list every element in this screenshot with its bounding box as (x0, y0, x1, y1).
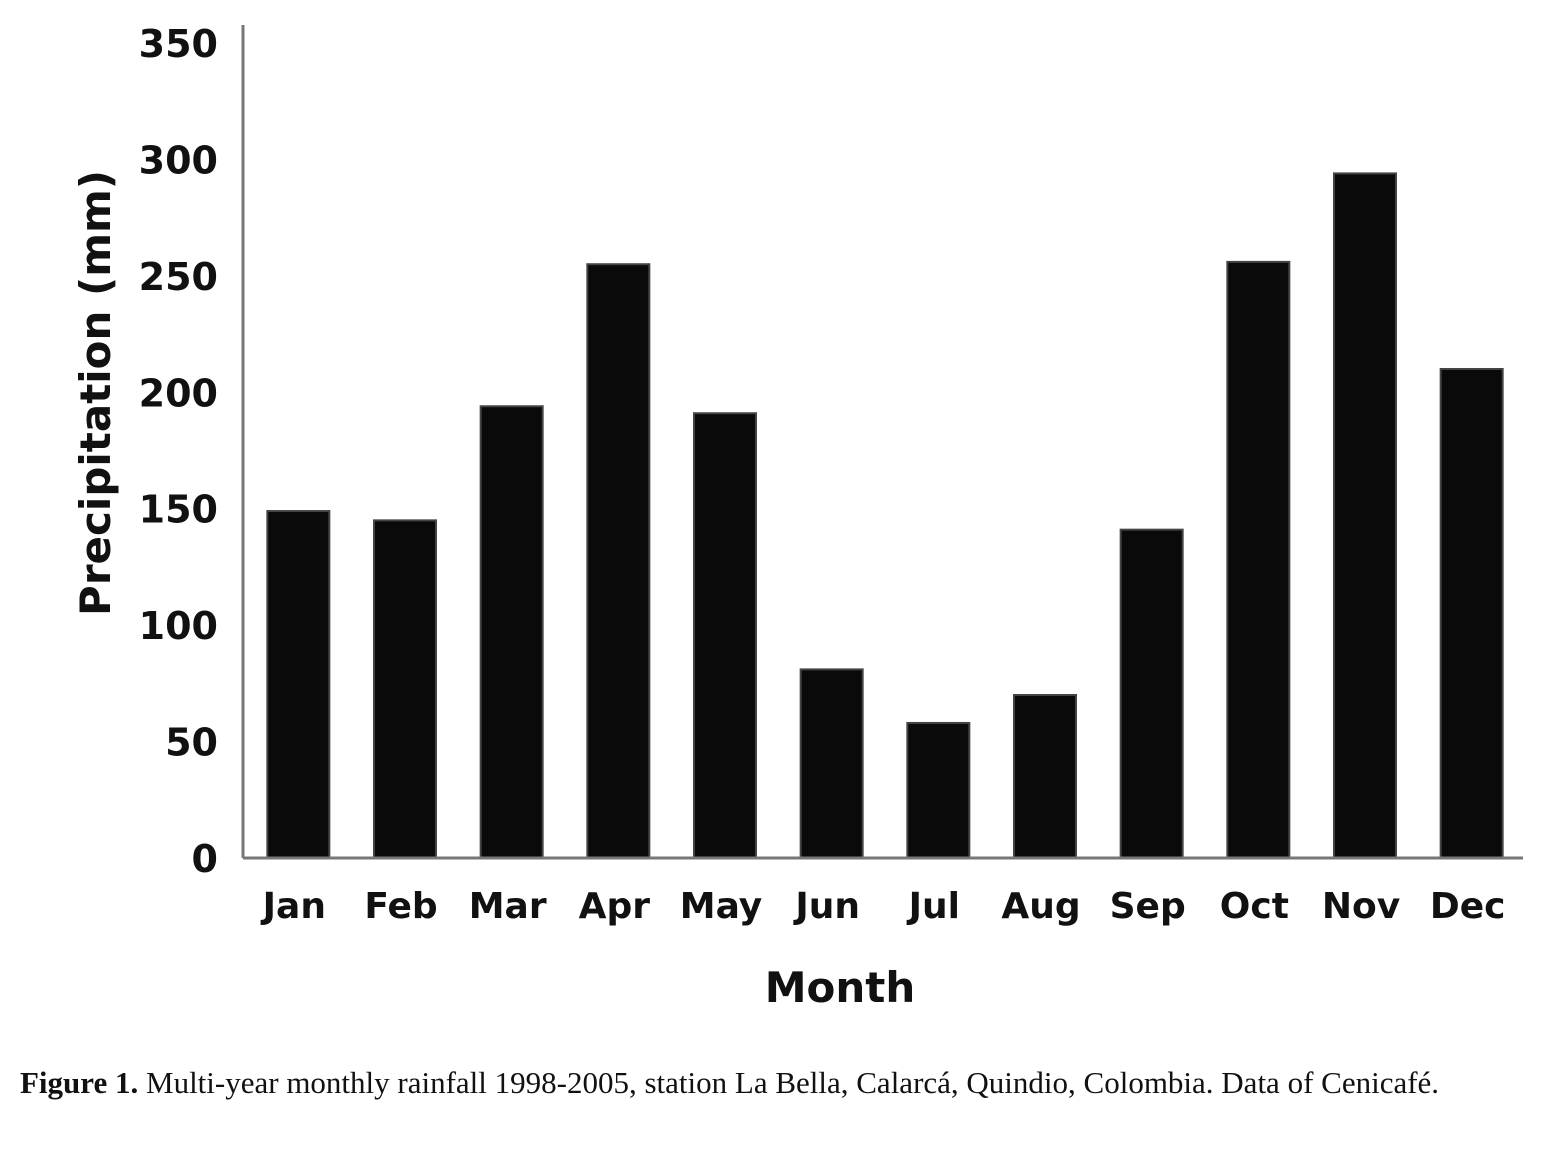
bar-may (693, 412, 757, 859)
bar-dec (1439, 368, 1504, 859)
bar-mar (479, 405, 544, 859)
x-tick-label: Oct (1220, 886, 1289, 927)
x-tick-label: Jul (906, 886, 960, 927)
x-tick-label: Nov (1322, 886, 1400, 927)
bar-sep (1119, 528, 1184, 860)
bar-apr (586, 263, 651, 859)
caption-label: Figure 1. (20, 1065, 139, 1100)
bar-nov (1333, 172, 1397, 859)
figure-caption: Figure 1. Multi-year monthly rainfall 19… (20, 1060, 1550, 1106)
bar-oct (1226, 260, 1291, 859)
bar-jul (906, 721, 971, 860)
caption-text: Multi-year monthly rainfall 1998-2005, s… (138, 1065, 1440, 1100)
x-tick-label: May (680, 886, 762, 927)
bar-feb (373, 519, 437, 859)
x-tick-label: Jan (260, 886, 326, 927)
x-axis-label: Month (765, 963, 916, 1012)
x-tick-label: Jun (792, 886, 860, 927)
y-axis-label: Precipitation (mm) (71, 170, 120, 616)
bar-jun (799, 668, 864, 860)
x-tick-label: Mar (469, 886, 547, 927)
y-tick-label: 100 (139, 604, 218, 648)
bar-chart: 0 50 100 150 200 250 300 350 Jan Feb Mar Apr May Jun… (71, 22, 1523, 1012)
y-tick-label: 0 (192, 837, 218, 881)
y-tick-label: 150 (139, 488, 218, 532)
y-tick-label: 250 (139, 255, 218, 299)
x-tick-label: Dec (1430, 886, 1506, 927)
y-tick-label: 300 (139, 138, 218, 182)
y-tick-label: 200 (139, 371, 218, 415)
x-tick-label: Apr (579, 886, 651, 927)
x-tick-label: Feb (364, 886, 437, 927)
bar-aug (1013, 694, 1077, 859)
bar-jan (266, 510, 331, 859)
y-tick-label: 350 (139, 22, 218, 66)
y-tick-label: 50 (165, 721, 218, 765)
x-tick-label: Aug (1001, 886, 1080, 927)
x-tick-label: Sep (1110, 886, 1186, 927)
